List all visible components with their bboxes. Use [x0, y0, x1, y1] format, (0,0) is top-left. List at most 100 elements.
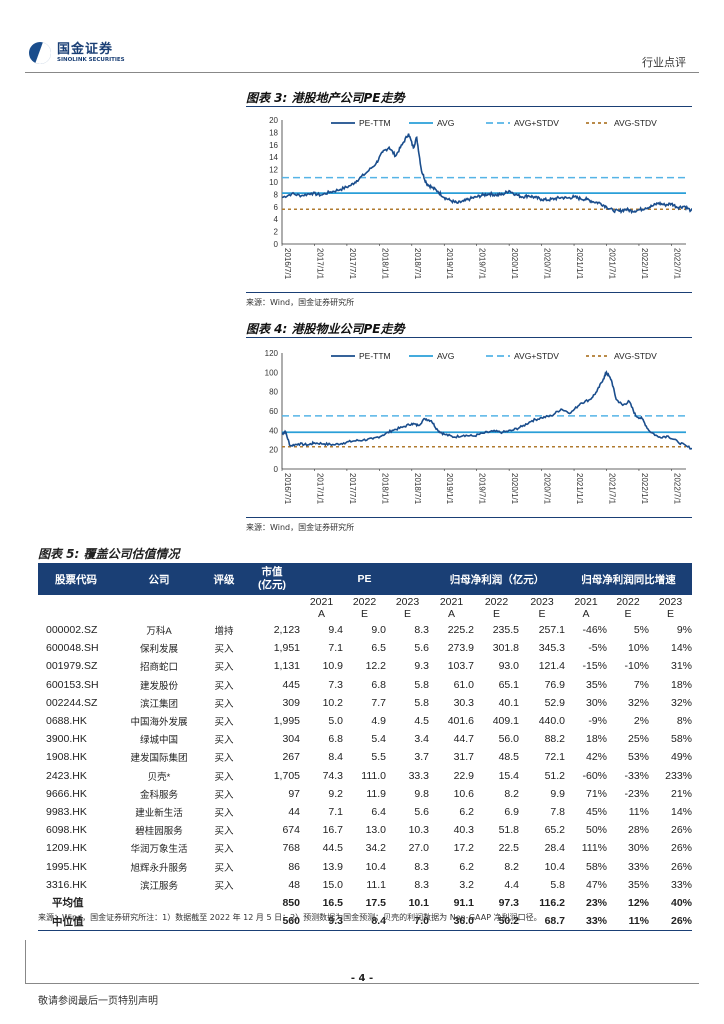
table-cell: 58% [585, 860, 607, 873]
y-tick-label: 18 [269, 128, 278, 137]
table-cell: 65.1 [498, 678, 519, 691]
table-cell: -60% [582, 769, 607, 782]
table-cell: 买入 [214, 644, 234, 656]
table-cell: 8.3 [414, 624, 429, 637]
table-cell: 345.3 [538, 642, 565, 655]
table-cell: 7.3 [328, 678, 343, 691]
table-avg-row: 平均值 850 16.5 17.5 10.1 91.1 97.3 116.2 23% 12% 40% [38, 894, 692, 912]
table-cell: 22.9 [453, 769, 474, 782]
x-tick-label: 2018/7/1 [413, 248, 422, 280]
summary-cell: 68.7 [519, 912, 565, 932]
table-cell: 34.2 [365, 842, 386, 855]
table-cell: 7.1 [328, 642, 343, 655]
table-cell: 6.4 [371, 805, 386, 818]
fig4-source: 来源：Wind，国金证券研究所 [246, 523, 355, 532]
table-cell: 8.2 [504, 860, 519, 873]
y-tick-label: 20 [269, 116, 278, 125]
table-cell: 225.2 [447, 624, 474, 637]
table-cell: 002244.SZ [46, 696, 98, 709]
table-row: 001979.SZ 招商蛇口 买入 1,131 10.9 12.2 9.3 103.7 93.0… [38, 657, 692, 675]
table-cell: 33.3 [408, 769, 429, 782]
y-tick-label: 40 [269, 426, 278, 435]
table-cell: 1,705 [273, 769, 300, 782]
x-tick-label: 2021/7/1 [607, 248, 616, 280]
table-cell: 26% [670, 824, 692, 837]
table-cell: 48 [288, 878, 300, 891]
x-tick-label: 2017/1/1 [315, 473, 324, 505]
y-tick-label: 0 [274, 240, 279, 249]
legend-avg-minus-stdv-label: AVG-STDV [614, 118, 657, 128]
table-cell: -46% [582, 624, 607, 637]
table-cell: 71% [585, 787, 607, 800]
table-cell: 17.2 [453, 842, 474, 855]
table-cell: 买入 [214, 807, 234, 819]
summary-cell: 17.5 [365, 896, 386, 909]
table-cell: 6.2 [459, 805, 474, 818]
table-cell: 3.4 [414, 733, 429, 746]
table-cell: 25% [627, 733, 649, 746]
table-cell: 273.9 [447, 642, 474, 655]
table-cell: 绿城中国 [139, 735, 178, 747]
y-tick-label: 20 [269, 446, 278, 455]
table-cell: 40.3 [453, 824, 474, 837]
table-cell: 76.9 [544, 678, 565, 691]
table-cell: 48.5 [498, 751, 519, 764]
table-cell: 7% [633, 678, 649, 691]
table-cell: 13.0 [365, 824, 386, 837]
summary-cell: 10.1 [408, 896, 429, 909]
legend-pe-ttm-label: PE-TTM [359, 351, 391, 361]
table-cell: 15.4 [498, 769, 519, 782]
page-number: - 4 - [350, 973, 374, 984]
table-cell: 滨江集团 [139, 698, 178, 710]
table-cell: 9983.HK [46, 805, 87, 818]
table-cell: 001979.SZ [46, 660, 98, 673]
table-cell: 买入 [214, 698, 234, 710]
table-cell: 1,131 [273, 660, 300, 673]
table-cell: 18% [585, 733, 607, 746]
table-cell: 5.6 [414, 642, 429, 655]
th-company: 公司 [114, 563, 204, 595]
table-row: 2423.HK 贝壳* 买入 1,705 74.3 111.0 33.3 22.9 15.4 51… [38, 767, 692, 785]
table-cell: 235.5 [492, 624, 519, 637]
table-cell: 56.0 [498, 733, 519, 746]
fig4-rule-top [246, 337, 692, 338]
x-tick-label: 2022/7/1 [672, 473, 681, 505]
table-year-row: 2021 A 2022 E 2023 E 2021 A 2022 E 2023 E 2021… [38, 595, 692, 621]
table-cell: 2,123 [273, 624, 300, 637]
disclaimer: 敬请参阅最后一页特别声明 [38, 996, 158, 1007]
y-tick-label: 8 [274, 190, 279, 199]
table-cell: 26% [670, 860, 692, 873]
table-cell: 9.4 [328, 624, 343, 637]
year-cell: 2023 E [530, 596, 554, 620]
legend-avg-label: AVG [437, 118, 454, 128]
pe-ttm-series-line [281, 133, 692, 215]
summary-cell: 116.2 [539, 896, 565, 909]
table-cell: 000002.SZ [46, 624, 98, 637]
th-code: 股票代码 [38, 563, 114, 595]
table-cell: 9% [676, 624, 692, 637]
table-cell: 674 [282, 824, 300, 837]
x-tick-label: 2017/7/1 [348, 473, 357, 505]
table-cell: 4.4 [504, 878, 519, 891]
th-mktcap: 市值 (亿元) [244, 563, 300, 595]
table-cell: 2423.HK [46, 769, 87, 782]
table-cell: 409.1 [492, 715, 519, 728]
table-cell: 9.9 [550, 787, 565, 800]
table-cell: 32% [670, 696, 692, 709]
table-cell: 5.5 [371, 751, 386, 764]
table-cell: 58% [670, 733, 692, 746]
table-cell: 50% [585, 824, 607, 837]
table-cell: 买入 [214, 826, 234, 838]
table-cell: 30% [627, 842, 649, 855]
table-cell: 11.9 [366, 787, 386, 800]
x-tick-label: 2018/7/1 [413, 473, 422, 505]
table-cell: 233% [665, 769, 692, 782]
table-cell: 13.9 [322, 860, 343, 873]
fig3-chart: 0 2 4 6 8 10 12 14 16 18 20 2016/7/1 2017/1/1 2017/7/… [269, 116, 692, 280]
table-note: 来源：Wind，国金证券研究所注：1）数据截至 2022 年 12 月 5 日；… [38, 913, 542, 922]
year-blank [204, 595, 244, 621]
table-cell: 滨江服务 [139, 880, 178, 892]
y-tick-label: 4 [274, 215, 279, 224]
table-cell: 建发股份 [139, 680, 178, 692]
table-cell: 8.2 [504, 787, 519, 800]
